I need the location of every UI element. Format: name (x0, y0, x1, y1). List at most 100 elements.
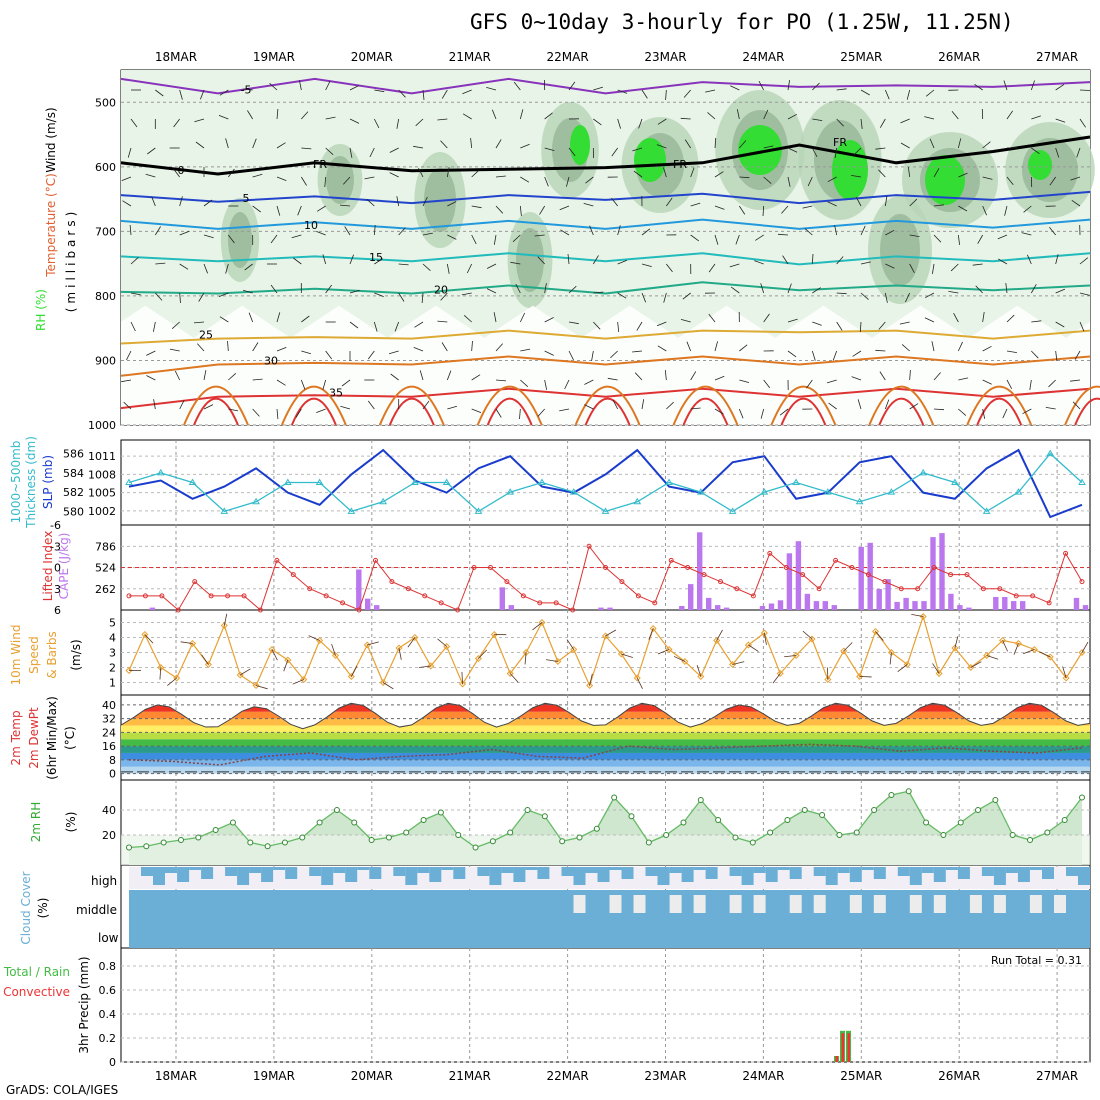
temp-bands (121, 703, 1090, 774)
li-marker (142, 593, 148, 599)
date-top-24mar: 24MAR (742, 50, 784, 64)
wind-barb (1071, 199, 1081, 207)
rh2m-marker (299, 834, 306, 841)
wind-barb (1030, 284, 1037, 294)
p2-thick-label: 1000~500mb (9, 441, 23, 524)
isotherm-label: 20 (434, 283, 448, 296)
cloud-middle-gap (849, 895, 862, 913)
wind-barb (636, 321, 643, 331)
wind10-marker (586, 681, 594, 690)
rh2m-marker (871, 807, 878, 813)
wind-barb (777, 233, 789, 236)
cape-bar (912, 601, 918, 610)
wind-barb (834, 225, 838, 236)
rh2m-marker (801, 807, 808, 813)
wind-barb (398, 89, 406, 98)
p7-label-2: (%) (36, 898, 50, 919)
wind-barb (437, 320, 448, 323)
rh2m-marker (541, 813, 548, 820)
rh2m-marker (1044, 829, 1051, 836)
li-marker (225, 593, 231, 599)
wind10-barb (509, 673, 519, 683)
wind-barb (130, 257, 139, 265)
wind-barb (806, 379, 813, 389)
date-top-26mar: 26MAR (938, 50, 980, 64)
cloud-high-bar (609, 867, 622, 870)
wind10-marker (633, 674, 641, 682)
cloud-high-bar (849, 867, 862, 882)
wind-barb (276, 312, 281, 323)
wind10-barb (331, 644, 336, 656)
wind-barb (758, 81, 765, 91)
date-top-19mar: 19MAR (253, 50, 295, 64)
date-top-22mar: 22MAR (547, 50, 589, 64)
wind-barb (804, 228, 813, 236)
wind-barb (617, 89, 628, 94)
wind-barb (270, 284, 278, 294)
wind10-marker (427, 662, 435, 670)
boundary-arc (280, 385, 347, 426)
p6-label-1: 2m RH (29, 802, 43, 843)
wind-barb (827, 176, 837, 183)
wind-barb (782, 255, 789, 265)
rh2m-marker (420, 817, 427, 823)
wind-barb (398, 292, 405, 302)
wind-barb (341, 379, 351, 387)
rh2m-marker (975, 807, 982, 813)
wind-barb (929, 138, 935, 149)
wind-barb (908, 167, 911, 178)
thickness-marker (220, 507, 229, 514)
wind-barb (611, 147, 618, 157)
rh-region (326, 156, 354, 204)
cloud-high-bar (705, 867, 718, 879)
wind-barb (339, 204, 351, 207)
li-marker (783, 565, 789, 570)
wind-barb (422, 263, 431, 271)
wind-barb (228, 408, 239, 412)
wind-barb (1006, 176, 1014, 186)
wind-barb (617, 292, 627, 299)
p1-mb-label: (millibars) (64, 208, 78, 313)
chart-marks: 18MAR 18MAR 19MAR 19MAR 20MAR 20MAR 21MAR 21MAR… (50, 50, 1100, 1083)
wind-barb (218, 115, 229, 120)
wind-barb (544, 112, 553, 120)
cloud-high-bar (597, 867, 610, 882)
wind-barb (730, 286, 740, 294)
rh-bright-region (1028, 150, 1052, 180)
wind-barb (349, 147, 353, 158)
wind-barb (228, 373, 237, 381)
wind10-barb (159, 667, 162, 680)
panel-frame-8 (120, 947, 1091, 1063)
wind-barb (879, 118, 886, 128)
wind-barb (875, 349, 886, 352)
wind-barb (875, 147, 886, 150)
p7-label-1: Cloud Cover (19, 871, 33, 944)
cape-bar (813, 601, 820, 610)
cloud-middle-gap (969, 895, 982, 913)
rh2m-marker (593, 825, 600, 832)
wind-barb (252, 408, 260, 417)
cape-bar (374, 605, 380, 610)
wind10-barb (889, 652, 892, 665)
wind-barb (300, 379, 306, 390)
wind-barb (203, 234, 214, 239)
wind-barb (641, 263, 652, 267)
wind-barb (878, 169, 886, 178)
wind-barb (462, 113, 472, 120)
rh2m-marker (264, 843, 271, 850)
wind-barb (899, 321, 910, 325)
wind-barb (900, 118, 910, 124)
cloud-high-bar (1042, 867, 1054, 879)
wind10-barb (716, 629, 723, 641)
wind-barb (663, 167, 667, 178)
wind-barb (225, 263, 229, 274)
cloud-high-bar (489, 867, 502, 885)
wind-barb (656, 144, 667, 149)
wind10-barb (418, 665, 431, 668)
wind-barb (446, 263, 450, 274)
rh2m-marker (472, 844, 479, 851)
wind-barb (146, 350, 156, 356)
li-marker (323, 593, 329, 599)
wind-barb (520, 176, 530, 183)
